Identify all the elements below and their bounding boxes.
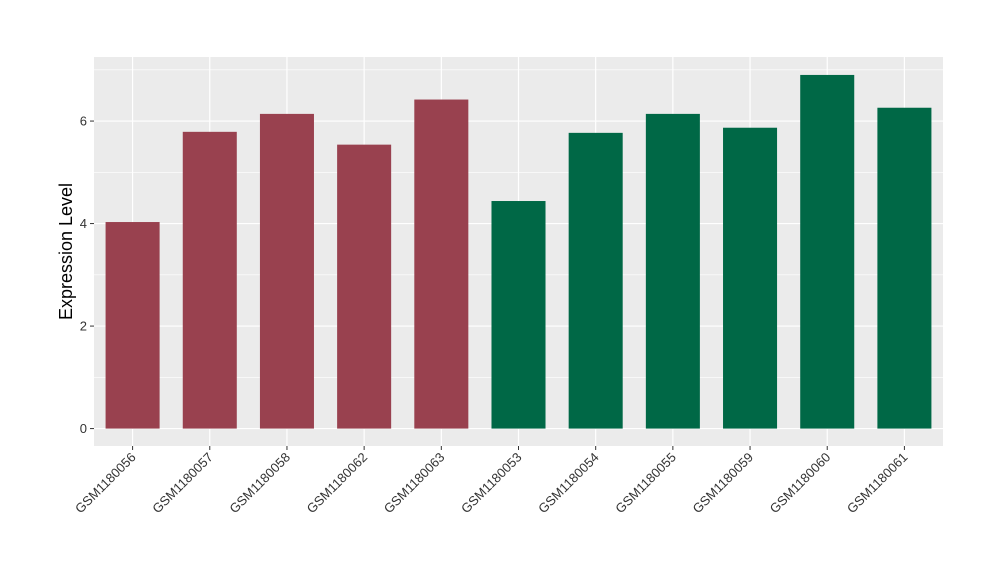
bar (182, 131, 237, 429)
bar (645, 113, 700, 429)
x-tick-label: GSM1180058 (226, 450, 293, 517)
bar (877, 107, 932, 429)
bar (491, 201, 546, 429)
bar (800, 74, 855, 429)
bar (259, 113, 314, 429)
bar (568, 132, 623, 429)
x-tick-label: GSM1180060 (767, 450, 834, 517)
y-axis-title: Expression Level (56, 183, 76, 320)
y-tick-label: 6 (80, 114, 87, 129)
y-tick-label: 2 (80, 319, 87, 334)
bar (723, 127, 778, 429)
x-tick-label: GSM1180054 (535, 450, 602, 517)
bar (337, 144, 392, 429)
y-tick-label: 0 (80, 421, 87, 436)
x-tick-label: GSM1180059 (690, 450, 757, 517)
x-tick-label: GSM1180063 (381, 450, 448, 517)
x-tick-label: GSM1180055 (612, 450, 679, 517)
x-tick-label: GSM1180056 (72, 450, 139, 517)
bar (414, 99, 469, 429)
x-tick-label: GSM1180057 (149, 450, 216, 517)
y-tick-label: 4 (80, 216, 87, 231)
x-tick-label: GSM1180061 (844, 450, 911, 517)
x-tick-label: GSM1180053 (458, 450, 525, 517)
bar (105, 222, 160, 429)
x-tick-label: GSM1180062 (304, 450, 371, 517)
